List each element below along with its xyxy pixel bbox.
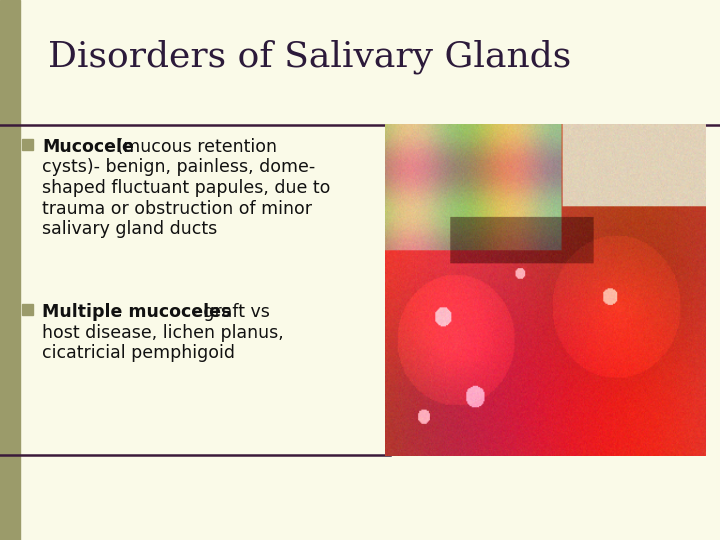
Text: salivary gland ducts: salivary gland ducts <box>42 220 217 238</box>
Bar <box>22 139 33 150</box>
Text: trauma or obstruction of minor: trauma or obstruction of minor <box>42 199 312 218</box>
Text: Disorders of Salivary Glands: Disorders of Salivary Glands <box>48 40 571 75</box>
Text: Multiple mucoceles: Multiple mucoceles <box>42 303 231 321</box>
Text: Mucocele: Mucocele <box>42 138 134 156</box>
Bar <box>0 0 20 540</box>
Bar <box>22 304 33 315</box>
Text: host disease, lichen planus,: host disease, lichen planus, <box>42 323 284 341</box>
Text: (mucous retention: (mucous retention <box>111 138 276 156</box>
Text: shaped fluctuant papules, due to: shaped fluctuant papules, due to <box>42 179 330 197</box>
Text: cysts)- benign, painless, dome-: cysts)- benign, painless, dome- <box>42 159 315 177</box>
Text: - graft vs: - graft vs <box>186 303 270 321</box>
Text: cicatricial pemphigoid: cicatricial pemphigoid <box>42 344 235 362</box>
